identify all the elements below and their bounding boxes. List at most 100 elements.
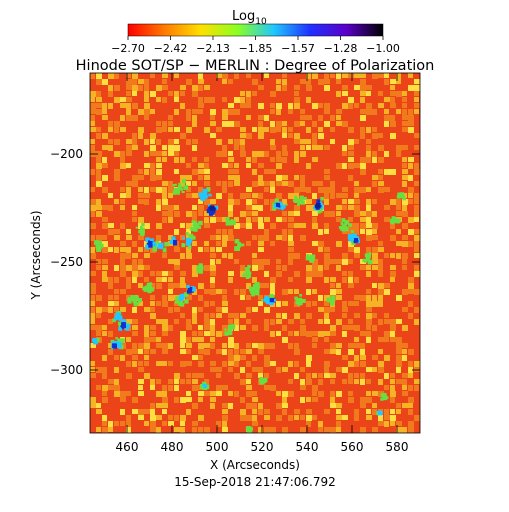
polarization-patch [127, 299, 132, 304]
polarization-patch [277, 206, 281, 210]
polarization-patch [237, 241, 241, 245]
polarization-patch [318, 208, 323, 213]
polarization-patch [191, 220, 195, 224]
polarization-patch [118, 326, 123, 331]
polarization-patch [297, 299, 302, 305]
polarization-patch [148, 285, 153, 290]
polarization-patch [311, 257, 315, 261]
polarization-patch [264, 295, 269, 300]
colorbar-tick-label: −2.42 [154, 42, 188, 55]
polarization-patch [339, 225, 345, 231]
polarization-patch [274, 198, 279, 203]
polarization-core [270, 298, 274, 302]
polarization-patch [198, 220, 203, 226]
polarization-patch [329, 300, 335, 306]
colorbar-tick-label: −1.28 [324, 42, 358, 55]
polarization-patch [147, 288, 152, 294]
polarization-patch [398, 192, 403, 197]
polarization-patch [142, 286, 147, 291]
polarization-patch [198, 192, 203, 197]
polarization-patch [121, 319, 127, 325]
polarization-patch [229, 324, 235, 330]
polarization-patch [391, 221, 394, 225]
polarization-core [148, 241, 152, 245]
polarization-patch [152, 241, 156, 245]
polarization-patch [243, 272, 246, 276]
polarization-patch [343, 226, 349, 232]
polarization-patch [184, 292, 189, 297]
polarization-patch [313, 206, 317, 210]
x-tick-label: 500 [206, 440, 229, 454]
polarization-patch [198, 226, 201, 229]
polarization-core [186, 238, 190, 242]
polarization-patch [294, 296, 298, 300]
polarization-patch [112, 318, 116, 323]
polarization-patch [248, 271, 252, 275]
polarization-patch [152, 244, 157, 249]
polarization-patch [164, 247, 167, 250]
polarization-patch [155, 240, 159, 245]
plot-title: Hinode SOT/SP − MERLIN : Degree of Polar… [76, 58, 435, 74]
polarization-patch [207, 206, 211, 210]
x-tick-label: 480 [161, 440, 184, 454]
polarization-patch [297, 203, 300, 206]
polarization-patch [402, 197, 406, 201]
polarization-patch [149, 238, 154, 243]
polarization-patch [380, 397, 384, 401]
polarization-patch [362, 258, 366, 262]
polarization-patch [177, 185, 182, 190]
polarization-patch [95, 244, 99, 249]
polarization-patch [202, 188, 208, 194]
polarization-patch [391, 218, 396, 223]
polarization-patch [146, 282, 151, 287]
polarization-core [203, 194, 207, 198]
polarization-patch [224, 331, 229, 336]
polarization-patch [255, 285, 260, 290]
polarization-core [122, 324, 126, 328]
polarization-patch [272, 298, 276, 302]
polarization-patch [137, 297, 143, 303]
y-tick-label: −250 [50, 255, 83, 269]
y-axis-label: Y (Arcseconds) [29, 210, 43, 300]
polarization-patch [298, 199, 303, 204]
polarization-patch [162, 248, 167, 253]
polarization-patch [248, 426, 252, 429]
polarization-patch [180, 187, 183, 191]
polarization-patch [141, 230, 145, 234]
polarization-patch [384, 395, 388, 399]
polarization-patch [172, 183, 175, 187]
x-tick-label: 460 [116, 440, 139, 454]
polarization-patch [182, 190, 185, 193]
polarization-patch [96, 339, 99, 342]
polarization-patch [181, 243, 186, 248]
polarization-patch [235, 246, 241, 251]
x-tick-label: 540 [296, 440, 319, 454]
polarization-patch [259, 379, 263, 383]
colorbar-tick-label: −2.13 [196, 42, 230, 55]
polarization-patch [285, 203, 288, 206]
polarization-patch [172, 238, 176, 241]
polarization-core [158, 244, 162, 248]
polarization-patch [320, 196, 324, 201]
polarization-patch [177, 192, 180, 195]
x-tick-label: 580 [386, 440, 409, 454]
polarization-patch [204, 382, 207, 386]
polarization-patch [193, 221, 198, 226]
x-tick-label: 560 [341, 440, 364, 454]
polarization-patch [247, 273, 252, 278]
polarization-patch [273, 203, 279, 209]
polarization-patch [206, 208, 211, 214]
polarization-patch [294, 195, 298, 199]
polarization-patch [133, 298, 137, 302]
polarization-patch [193, 222, 199, 228]
polarization-patch [299, 195, 304, 200]
polarization-patch [184, 299, 189, 304]
polarization-patch [125, 326, 129, 331]
polarization-patch [178, 182, 182, 186]
polarization-patch [130, 295, 136, 300]
polarization-patch [164, 241, 169, 247]
polarization-patch [154, 244, 158, 247]
polarization-patch [141, 232, 145, 236]
polarization-patch [140, 227, 143, 231]
